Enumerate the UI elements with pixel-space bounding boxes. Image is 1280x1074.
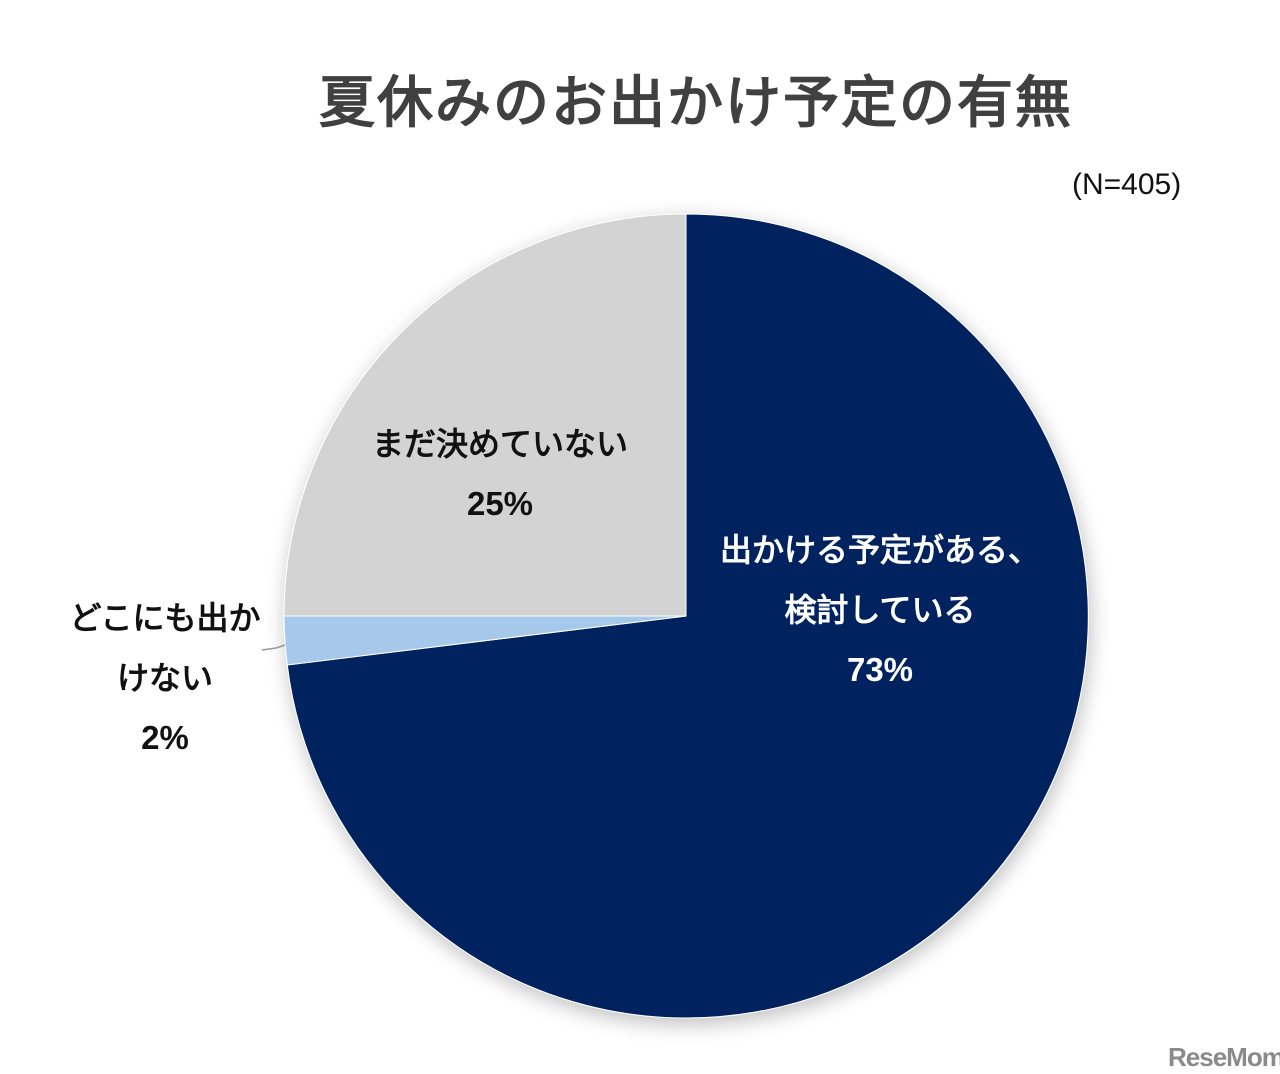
label-not-going-line1: どこにも出か — [69, 599, 261, 637]
chart-title: 夏休みのお出かけ予定の有無 — [319, 71, 1073, 136]
label-going-out: 出かける予定がある、 検討している 73% — [690, 520, 1070, 700]
sample-size-label: (N=405) — [1072, 168, 1182, 201]
leader-line — [261, 644, 286, 651]
label-not-going-pct: 2% — [141, 719, 189, 756]
resemom-logo: ReseMom — [1168, 1042, 1280, 1072]
label-going-out-line1: 出かける予定がある、 — [719, 531, 1040, 569]
slice-undecided — [283, 213, 687, 617]
label-undecided: まだ決めていない 25% — [330, 414, 670, 534]
slice-going-out — [286, 213, 1089, 1019]
label-not-going: どこにも出か けない 2% — [40, 588, 290, 768]
label-undecided-text: まだ決めていない — [371, 425, 628, 463]
label-not-going-line2: けない — [116, 659, 213, 697]
label-undecided-pct: 25% — [466, 485, 534, 522]
label-going-out-line2: 検討している — [784, 591, 976, 629]
label-going-out-pct: 73% — [846, 651, 914, 688]
